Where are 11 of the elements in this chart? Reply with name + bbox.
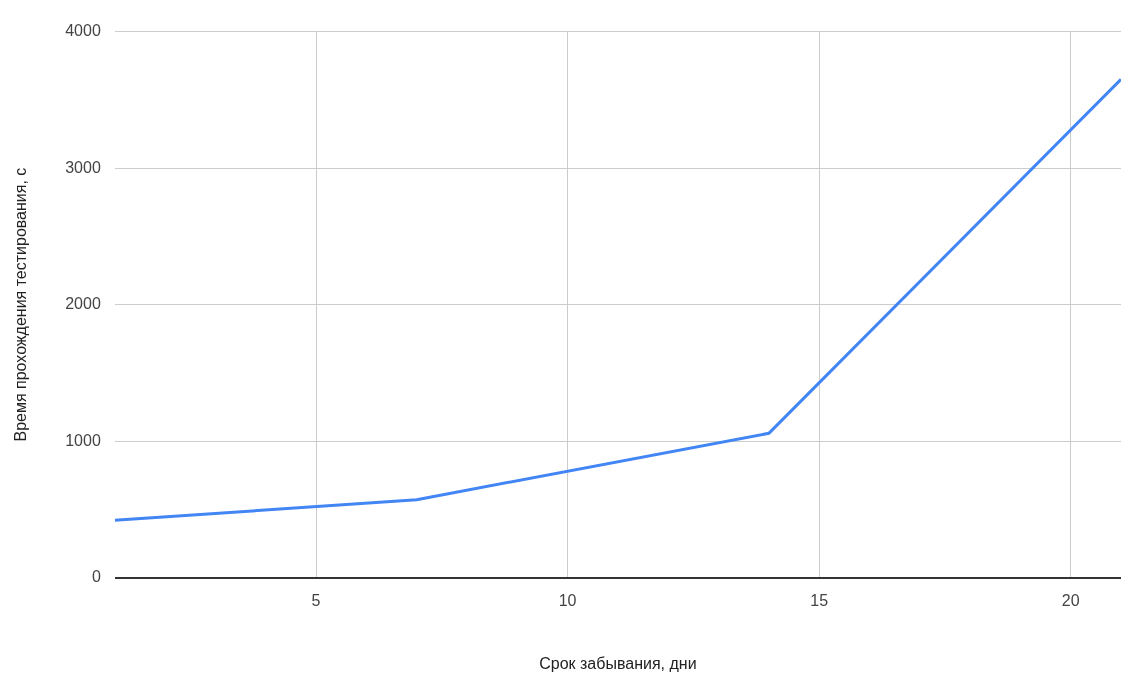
y-tick-label: 2000 bbox=[65, 295, 101, 313]
y-axis-title: Время прохождения тестирования, с bbox=[12, 167, 30, 442]
x-axis-title: Срок забывания, дни bbox=[539, 654, 697, 672]
x-tick-label: 15 bbox=[810, 591, 829, 609]
y-tick-label: 0 bbox=[91, 568, 101, 586]
y-tick-label: 4000 bbox=[65, 22, 101, 40]
x-tick-label: 5 bbox=[311, 591, 321, 609]
y-tick-label: 1000 bbox=[65, 431, 101, 449]
y-tick-label: 3000 bbox=[65, 158, 101, 176]
x-tick-label: 20 bbox=[1061, 591, 1080, 609]
x-tick-label: 10 bbox=[558, 591, 577, 609]
